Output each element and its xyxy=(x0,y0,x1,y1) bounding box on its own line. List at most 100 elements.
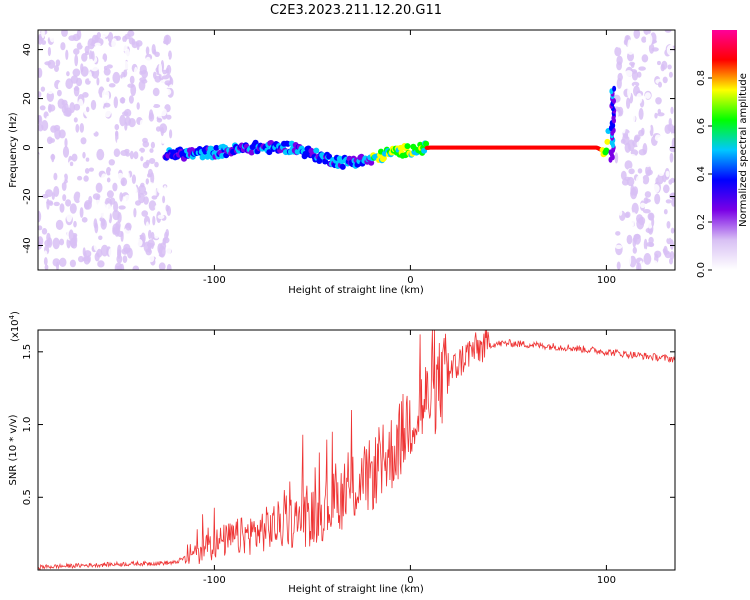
noise-blob xyxy=(618,115,624,122)
noise-blob xyxy=(41,216,49,222)
noise-blob xyxy=(133,181,137,194)
noise-blob xyxy=(667,64,672,70)
noise-blob xyxy=(145,46,150,55)
noise-blob xyxy=(616,261,621,270)
noise-blob xyxy=(116,266,122,270)
noise-blob xyxy=(162,69,167,75)
noise-blob xyxy=(616,55,623,66)
noise-blob xyxy=(90,125,97,134)
noise-blob xyxy=(84,201,90,210)
noise-blob xyxy=(668,71,673,78)
noise-blob xyxy=(47,88,54,95)
colorbar-tick-label: 0.8 xyxy=(696,70,707,86)
noise-blob xyxy=(42,194,49,199)
noise-blob xyxy=(642,209,651,214)
noise-blob xyxy=(103,105,112,118)
noise-blob xyxy=(619,184,625,193)
noise-blob xyxy=(157,185,163,194)
noise-blob xyxy=(87,255,91,263)
noise-blob xyxy=(669,257,673,265)
noise-blob xyxy=(114,166,119,174)
noise-blob xyxy=(158,222,164,231)
noise-blob xyxy=(71,165,79,174)
noise-blob xyxy=(652,184,660,193)
noise-blob xyxy=(644,191,652,198)
noise-blob xyxy=(633,64,639,71)
signal-halo xyxy=(448,150,455,159)
noise-blob xyxy=(638,66,646,71)
noise-blob xyxy=(169,129,173,139)
noise-blob xyxy=(147,182,155,191)
spectrogram-frame xyxy=(37,29,676,271)
x-tick-label: 100 xyxy=(597,275,616,286)
noise-blob xyxy=(637,168,643,174)
noise-blob xyxy=(79,207,84,218)
noise-blob xyxy=(43,257,48,266)
noise-blob xyxy=(120,77,127,89)
noise-blob xyxy=(57,89,62,97)
signal-halo xyxy=(467,149,473,158)
noise-blob xyxy=(82,151,86,159)
noise-blob xyxy=(166,263,172,270)
noise-blob xyxy=(101,89,110,101)
noise-blob xyxy=(59,257,67,267)
noise-blob xyxy=(645,33,653,46)
noise-blob xyxy=(148,158,156,164)
x-tick-label: 0 xyxy=(407,575,413,586)
noise-blob xyxy=(152,104,161,108)
noise-blob xyxy=(69,203,77,214)
noise-blob xyxy=(73,117,78,123)
noise-blob xyxy=(87,114,94,120)
noise-blob xyxy=(123,194,131,207)
noise-blob xyxy=(72,68,81,77)
noise-blob xyxy=(108,145,116,156)
noise-blob xyxy=(153,186,157,199)
signal-halo xyxy=(542,136,549,145)
noise-blob xyxy=(125,222,132,231)
noise-blob xyxy=(161,75,170,80)
noise-blob xyxy=(136,239,143,247)
noise-blob xyxy=(112,182,118,192)
noise-blob xyxy=(123,61,129,70)
noise-blob xyxy=(629,61,636,66)
noise-blob xyxy=(38,115,43,125)
noise-blob xyxy=(664,30,672,33)
noise-blob xyxy=(134,250,141,260)
noise-blob xyxy=(94,42,101,47)
noise-blob xyxy=(164,80,172,86)
noise-blob xyxy=(148,200,157,211)
noise-blob xyxy=(47,59,56,69)
noise-blob xyxy=(141,210,148,217)
noise-blob xyxy=(663,184,670,194)
noise-blob xyxy=(63,173,68,182)
signal-spike xyxy=(612,85,617,92)
noise-blob xyxy=(624,70,633,77)
chart-title: C2E3.2023.211.12.20.G11 xyxy=(270,3,442,18)
noise-blob xyxy=(138,192,145,204)
noise-blob xyxy=(104,231,113,240)
noise-blob xyxy=(141,79,148,84)
noise-blob xyxy=(158,245,166,258)
noise-blob xyxy=(62,224,68,232)
noise-blob xyxy=(643,253,652,265)
noise-blob xyxy=(638,108,644,120)
noise-blob xyxy=(632,247,637,254)
noise-blob xyxy=(657,173,664,185)
noise-blob xyxy=(38,153,42,165)
noise-blob xyxy=(138,184,147,195)
noise-blob xyxy=(163,88,172,96)
noise-blob xyxy=(624,212,630,218)
noise-blob xyxy=(95,182,103,193)
noise-blob xyxy=(628,168,635,175)
noise-blob xyxy=(66,71,70,77)
y-tick-label: -40 xyxy=(22,237,33,253)
noise-blob xyxy=(663,88,668,98)
noise-blob xyxy=(115,112,120,119)
noise-blob xyxy=(654,193,661,205)
noise-blob xyxy=(615,231,621,236)
noise-blob xyxy=(165,204,169,212)
noise-blob xyxy=(83,144,91,153)
noise-blob xyxy=(633,233,641,245)
noise-blob xyxy=(129,150,134,160)
noise-blob xyxy=(106,203,112,216)
